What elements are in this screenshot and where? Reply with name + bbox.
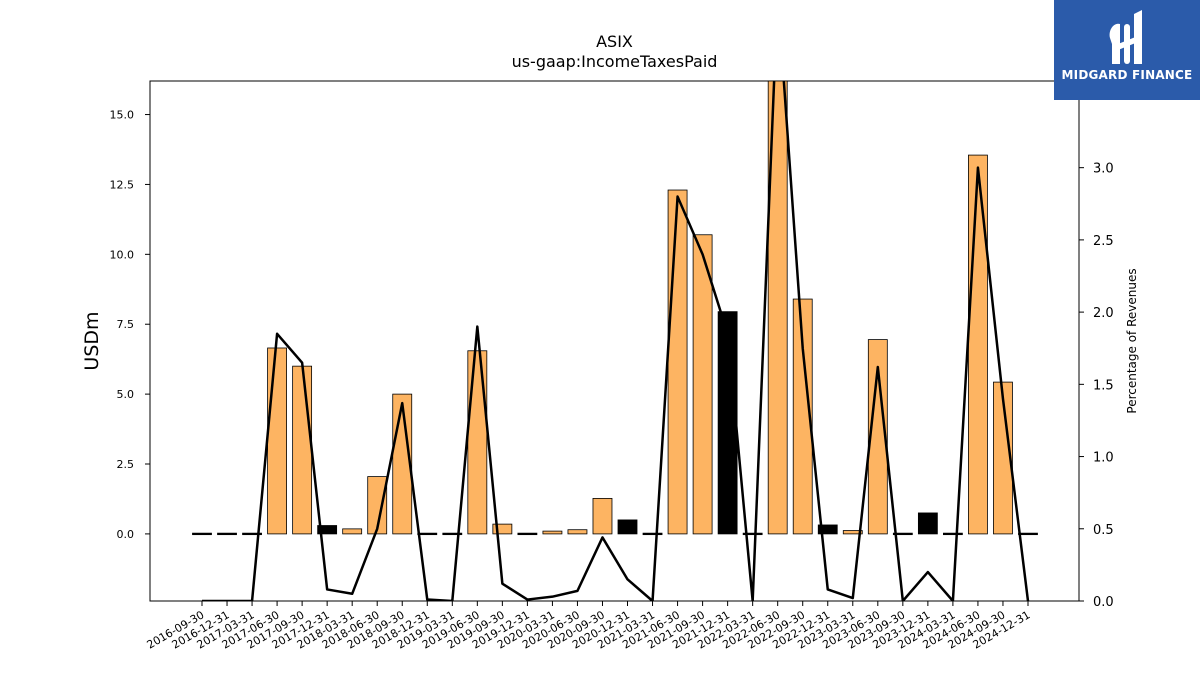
y2-tick-label: 2.5 — [1093, 234, 1114, 249]
y-axis-label: USDm — [81, 311, 103, 370]
bar — [667, 189, 688, 535]
bar — [342, 528, 363, 535]
bar — [993, 381, 1013, 535]
x-axis: 2016-09-302016-12-312017-03-312017-06-30… — [145, 601, 1032, 652]
chart-title: ASIX — [596, 32, 633, 51]
bar — [817, 524, 838, 535]
bar — [492, 523, 513, 535]
bar — [742, 532, 763, 536]
y2-tick-label: 2.0 — [1093, 306, 1114, 321]
bar — [542, 530, 563, 535]
bar — [767, 80, 788, 535]
bar — [592, 497, 613, 535]
bar — [917, 512, 938, 535]
bar — [842, 530, 863, 535]
bar — [867, 339, 888, 535]
bar — [792, 298, 813, 535]
bar — [467, 350, 488, 535]
bar — [367, 476, 388, 535]
bar — [192, 532, 212, 536]
revenue-pct-line — [202, 81, 1030, 601]
bar — [442, 532, 463, 536]
y2-tick-label: 1.0 — [1093, 451, 1114, 466]
y2-axis-label: Percentage of Revenues — [1125, 268, 1139, 413]
plot-area — [149, 80, 1080, 602]
right-axis: 0.0 0.5 1.0 1.5 2.0 2.5 3.0 — [1079, 162, 1114, 610]
y-tick-label: 5.0 — [117, 388, 135, 401]
bars-layer — [192, 80, 1038, 536]
bar — [617, 519, 638, 535]
brand-logo: MIDGARD FINANCE — [1054, 0, 1200, 100]
bar — [217, 532, 237, 536]
y-tick-label: 7.5 — [117, 318, 135, 331]
bar — [242, 532, 262, 536]
y2-tick-label: 0.0 — [1093, 595, 1114, 610]
line-layer — [202, 81, 1030, 601]
y-tick-label: 12.5 — [110, 178, 135, 191]
bar — [943, 532, 963, 536]
bar — [1018, 532, 1038, 536]
bar — [517, 532, 538, 536]
brand-name: MIDGARD FINANCE — [1061, 68, 1193, 82]
bar — [567, 529, 588, 535]
bar — [317, 525, 338, 535]
y2-tick-label: 3.0 — [1093, 162, 1114, 177]
y2-tick-label: 1.5 — [1093, 378, 1114, 393]
bar — [968, 154, 988, 535]
y-tick-label: 0.0 — [117, 528, 135, 541]
bar — [267, 347, 287, 535]
y-tick-label: 10.0 — [110, 248, 135, 261]
bar — [892, 532, 913, 536]
bar — [692, 234, 713, 535]
left-axis: 0.0 2.5 5.0 7.5 10.0 12.5 15.0 — [110, 109, 150, 541]
bar — [642, 532, 663, 536]
y2-tick-label: 0.5 — [1093, 523, 1114, 538]
y-tick-label: 2.5 — [117, 458, 135, 471]
bar — [417, 532, 438, 536]
chart-subtitle: us-gaap:IncomeTaxesPaid — [511, 52, 718, 71]
y-tick-label: 15.0 — [110, 109, 135, 122]
logo-mark-icon — [1054, 0, 1200, 100]
bar — [292, 365, 313, 535]
